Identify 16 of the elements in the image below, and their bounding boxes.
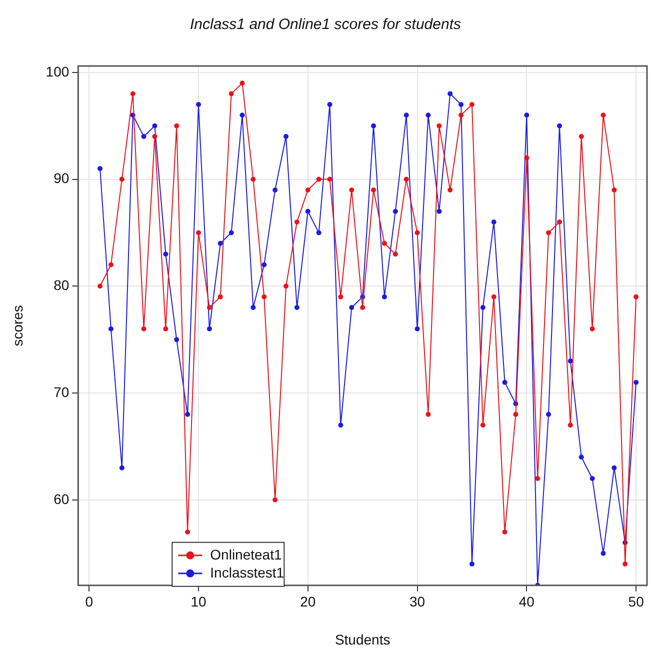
x-axis-title: Students xyxy=(334,631,390,648)
legend-label: Inclasstest1 xyxy=(210,564,284,580)
y-tick-label: 80 xyxy=(54,277,70,294)
x-tick-label: 0 xyxy=(85,594,94,610)
y-tick-label: 100 xyxy=(46,63,70,80)
y-tick-label: 60 xyxy=(54,490,70,507)
x-tick-label: 50 xyxy=(628,594,644,610)
x-tick-label: 30 xyxy=(409,594,426,610)
x-tick-label: 10 xyxy=(190,594,206,610)
y-tick-label: 70 xyxy=(54,384,70,400)
y-axis-title: scores xyxy=(9,305,26,346)
legend-label: Onlineteat1 xyxy=(210,546,282,562)
chart-title: Inclass1 and Online1 scores for students xyxy=(189,16,462,33)
y-tick-label: 90 xyxy=(54,170,70,186)
x-tick-label: 20 xyxy=(300,594,316,610)
x-tick-label: 40 xyxy=(518,594,535,610)
